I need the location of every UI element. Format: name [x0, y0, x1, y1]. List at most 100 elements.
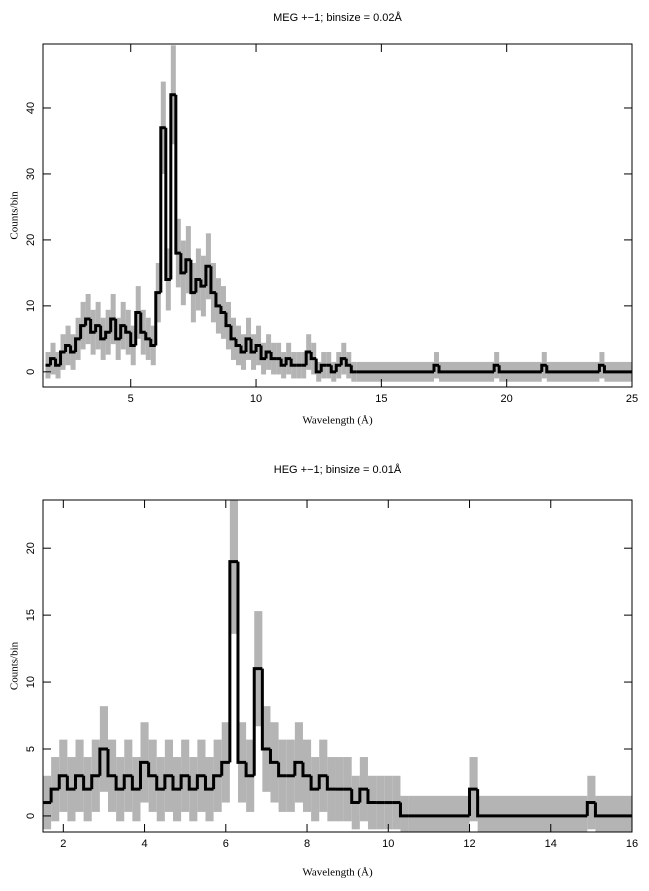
histogram-step: [293, 760, 303, 776]
histogram-step: [350, 789, 360, 805]
histogram-step: [179, 774, 190, 790]
histogram-step: [189, 259, 196, 295]
histogram-step: [164, 127, 171, 281]
histogram-step: [593, 802, 632, 818]
histogram-step: [134, 310, 141, 346]
histogram-step: [82, 775, 92, 791]
histogram-step: [349, 365, 357, 374]
y-tick-label: 20: [25, 234, 37, 246]
histogram-step: [144, 332, 151, 341]
histogram-step: [65, 775, 76, 791]
histogram-step: [124, 325, 131, 334]
error-bar: [400, 795, 409, 832]
histogram-step: [339, 357, 347, 366]
histogram-step: [220, 760, 230, 776]
y-tick-label: 10: [25, 676, 37, 688]
plot-area: [45, 45, 632, 382]
histogram-step: [277, 762, 287, 778]
error-bar: [477, 795, 588, 832]
histogram-step: [319, 363, 327, 372]
histogram-step: [334, 363, 342, 372]
histogram-step: [259, 345, 267, 361]
histogram-step: [99, 325, 106, 341]
plot-frame: [42, 499, 633, 833]
error-bar: [229, 500, 238, 634]
histogram-step: [74, 337, 81, 353]
histogram-step: [155, 775, 165, 791]
x-tick-label: 5: [128, 393, 134, 405]
histogram-step: [69, 345, 76, 354]
y-tick-label: 5: [25, 746, 37, 752]
histogram-step: [179, 253, 186, 275]
x-axis-label: Wavelength (Å): [302, 415, 373, 427]
histogram-step: [49, 787, 60, 803]
histogram-step: [329, 365, 337, 374]
x-tick-label: 12: [463, 838, 475, 850]
histogram-step: [130, 775, 141, 791]
x-tick-label: 25: [626, 393, 638, 405]
histogram-step: [187, 775, 198, 791]
histogram-step: [114, 319, 121, 341]
histogram-step: [289, 358, 297, 367]
y-tick-label: 0: [25, 369, 37, 375]
histogram-step: [174, 94, 181, 255]
histogram-step: [203, 775, 214, 791]
histogram-step: [204, 264, 211, 287]
histogram-step: [268, 749, 279, 764]
histogram-step: [476, 789, 588, 818]
histogram-step: [244, 337, 252, 353]
x-tick-label: 20: [501, 393, 513, 405]
histogram-step: [109, 317, 116, 333]
histogram-step: [309, 352, 317, 361]
histogram-step: [73, 774, 84, 790]
histogram-step: [79, 324, 86, 339]
histogram-step: [269, 352, 277, 361]
x-tick-label: 2: [60, 838, 66, 850]
histogram-step: [229, 325, 236, 341]
histogram-step: [249, 338, 257, 354]
histogram-step: [597, 363, 605, 372]
y-axis-label: Counts/bin: [9, 641, 21, 690]
error-bar: [595, 795, 632, 832]
histogram-step: [492, 363, 500, 372]
histogram-step: [279, 358, 287, 367]
histogram-step: [122, 774, 133, 790]
histogram-step: [114, 775, 125, 791]
histogram-step: [252, 667, 263, 776]
x-tick-label: 15: [375, 393, 387, 405]
histogram-step: [224, 312, 231, 328]
y-tick-label: 0: [25, 813, 37, 819]
histogram-step: [244, 762, 255, 778]
histogram-step: [358, 787, 368, 803]
histogram-step: [432, 363, 440, 372]
x-tick-label: 6: [223, 838, 229, 850]
histogram-step: [195, 774, 206, 790]
histogram-step: [138, 760, 149, 790]
histogram-step: [119, 324, 126, 339]
histogram-step: [64, 343, 71, 353]
histogram-step: [49, 357, 56, 366]
y-tick-label: 10: [25, 300, 37, 312]
histogram-step: [104, 330, 111, 339]
histogram-step: [54, 358, 61, 367]
y-tick-label: 15: [25, 609, 37, 621]
histogram-step: [317, 774, 328, 790]
histogram-step: [194, 277, 201, 293]
histogram-step: [437, 365, 495, 374]
histogram-step: [344, 358, 352, 367]
x-tick-label: 10: [382, 838, 394, 850]
histogram-step: [163, 774, 173, 790]
histogram-step: [309, 775, 320, 791]
histogram-step: [106, 749, 117, 778]
plot-area: [43, 500, 632, 832]
y-tick-label: 30: [25, 168, 37, 180]
histogram-step: [284, 357, 292, 366]
histogram-step: [468, 787, 478, 816]
histogram-step: [129, 332, 136, 347]
chart-title: HEG +−1; binsize = 0.01Å: [274, 463, 402, 476]
x-axis-label: Wavelength (Å): [302, 867, 373, 879]
histogram-step: [497, 365, 542, 374]
histogram-step: [304, 350, 312, 366]
plot-frame: [42, 43, 633, 388]
